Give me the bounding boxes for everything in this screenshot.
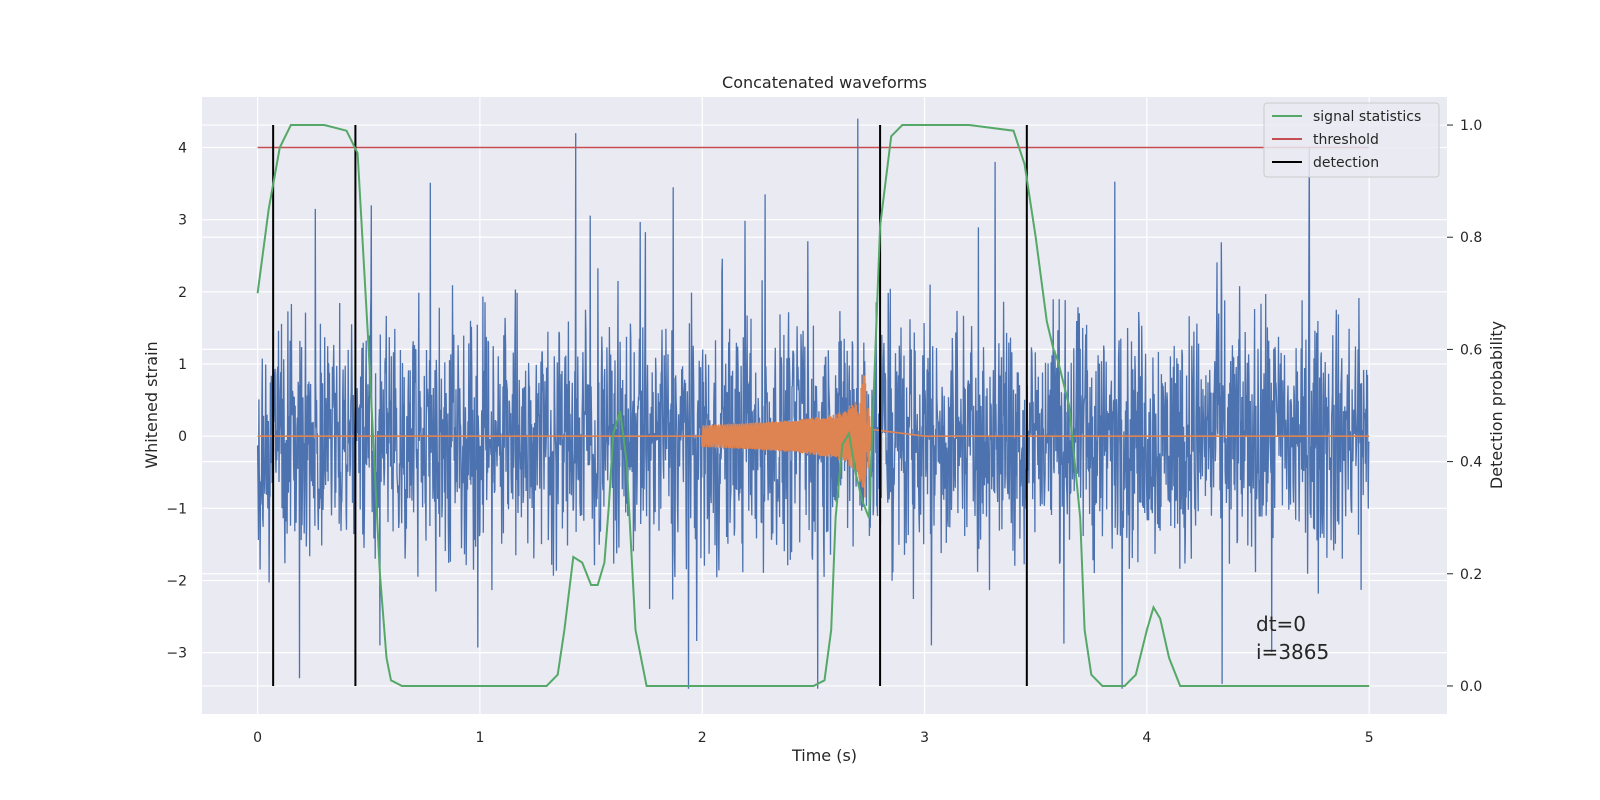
strain-line xyxy=(256,118,1370,689)
x-axis-label: Time (s) xyxy=(791,746,857,765)
legend: signal statistics threshold detection xyxy=(1263,102,1440,178)
legend-label-signal-statistics: signal statistics xyxy=(1313,109,1421,125)
x-tick-label: 5 xyxy=(1365,730,1374,746)
x-tick-label: 2 xyxy=(698,730,707,746)
x-tick-label: 1 xyxy=(475,730,484,746)
y-tick-label-left: 4 xyxy=(178,141,187,157)
ticks: 0 1 2 3 4 5 −3 −2 −1 0 1 2 3 4 0.0 0.2 0.4 0.6 0.8 1.0 xyxy=(166,118,1482,746)
signal-statistics-series xyxy=(256,124,1370,687)
signal-statistics-line xyxy=(256,124,1370,687)
y-tick-label-left: 0 xyxy=(178,429,187,445)
y-tick-label-left: 3 xyxy=(178,213,187,229)
y-axis-label-right: Detection probability xyxy=(1487,321,1506,489)
y-tick-label-left: −1 xyxy=(166,501,187,517)
y-tick-label-left: 1 xyxy=(178,357,187,373)
y-axis-label-left: Whitened strain xyxy=(142,341,161,468)
y-tick-label-left: −3 xyxy=(166,646,187,662)
y-tick-label-right: 0.0 xyxy=(1460,679,1482,695)
x-tick-label: 4 xyxy=(1142,730,1151,746)
annotation-dt: dt=0 xyxy=(1256,612,1306,636)
template-line xyxy=(257,375,1370,498)
template-series xyxy=(257,375,1370,498)
chart-title: Concatenated waveforms xyxy=(722,73,927,92)
y-tick-label-right: 0.6 xyxy=(1460,342,1482,358)
strain-series xyxy=(256,118,1370,689)
y-tick-label-left: −2 xyxy=(166,573,187,589)
y-tick-label-right: 1.0 xyxy=(1460,118,1482,134)
legend-box xyxy=(1263,102,1440,178)
y-tick-label-right: 0.8 xyxy=(1460,230,1482,246)
y-tick-label-right: 0.2 xyxy=(1460,567,1482,583)
annotation-index: i=3865 xyxy=(1256,640,1329,664)
x-tick-label: 0 xyxy=(253,730,262,746)
y-tick-label-left: 2 xyxy=(178,285,187,301)
legend-label-detection: detection xyxy=(1313,155,1379,171)
y-tick-label-right: 0.4 xyxy=(1460,455,1482,471)
legend-label-threshold: threshold xyxy=(1313,132,1379,148)
x-tick-label: 3 xyxy=(920,730,929,746)
